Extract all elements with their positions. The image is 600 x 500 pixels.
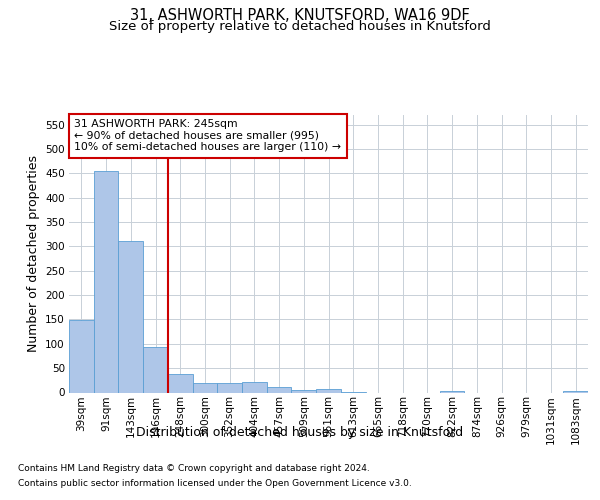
Text: Contains HM Land Registry data © Crown copyright and database right 2024.: Contains HM Land Registry data © Crown c… — [18, 464, 370, 473]
Bar — [440, 390, 464, 392]
Bar — [217, 383, 242, 392]
Bar — [563, 390, 588, 392]
Bar — [143, 347, 168, 393]
Bar — [69, 320, 94, 392]
Bar — [267, 387, 292, 392]
Bar — [94, 171, 118, 392]
Bar — [193, 383, 217, 392]
Bar — [242, 382, 267, 392]
Y-axis label: Number of detached properties: Number of detached properties — [26, 155, 40, 352]
Bar — [292, 390, 316, 392]
Bar — [316, 389, 341, 392]
Bar — [168, 374, 193, 392]
Text: Contains public sector information licensed under the Open Government Licence v3: Contains public sector information licen… — [18, 479, 412, 488]
Text: Distribution of detached houses by size in Knutsford: Distribution of detached houses by size … — [136, 426, 464, 439]
Text: Size of property relative to detached houses in Knutsford: Size of property relative to detached ho… — [109, 20, 491, 33]
Bar — [118, 241, 143, 392]
Text: 31, ASHWORTH PARK, KNUTSFORD, WA16 9DF: 31, ASHWORTH PARK, KNUTSFORD, WA16 9DF — [130, 8, 470, 22]
Text: 31 ASHWORTH PARK: 245sqm
← 90% of detached houses are smaller (995)
10% of semi-: 31 ASHWORTH PARK: 245sqm ← 90% of detach… — [74, 119, 341, 152]
